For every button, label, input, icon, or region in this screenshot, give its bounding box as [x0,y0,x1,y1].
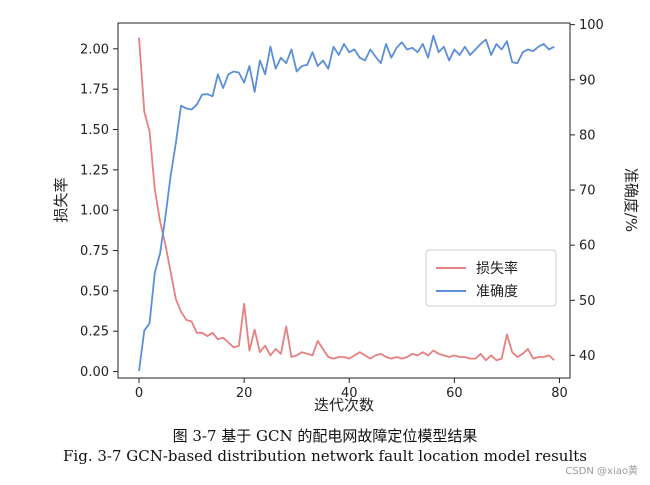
legend-label-loss: 损失率 [476,260,518,277]
y-left-tick-label: 1.25 [80,163,109,178]
series-line-accuracy [138,34,555,371]
legend: 损失率 准确度 [425,249,557,307]
y-axis-left-title: 损失率 [52,177,70,222]
plot-frame [117,22,571,379]
y-right-tick-label: 50 [579,294,596,309]
y-left-tick-label: 0.00 [80,365,109,380]
x-axis-title: 迭代次数 [314,396,374,414]
y-left-tick-label: 1.50 [80,123,109,138]
legend-label-accuracy: 准确度 [476,284,518,300]
y-axis-right-title: 准确度/% [622,168,640,232]
y-left-tick-label: 0.25 [80,325,109,340]
y-left-tick-label: 0.50 [80,284,109,299]
y-right-tick-label: 80 [579,128,596,143]
y-left-tick-label: 0.75 [80,244,109,259]
y-right-tick-label: 100 [579,18,604,33]
figure-caption-chinese: 图 3-7 基于 GCN 的配电网故障定位模型结果 [172,427,478,445]
x-tick-label: 80 [551,386,568,401]
x-tick-label: 60 [446,386,463,401]
y-right-tick-label: 90 [579,73,596,88]
chart-figure: 0 20 40 60 80 0.00 0.25 0.50 0.75 1.00 1.25 1.50 1.… [52,18,640,414]
y-left-tick-label: 1.75 [80,83,109,98]
watermark: CSDN @xiao黄 [565,466,638,477]
figure-caption-english: Fig. 3-7 GCN-based distribution network … [63,447,587,465]
y-right-tick-label: 40 [579,349,596,364]
y-right-tick-label: 70 [579,184,596,199]
x-tick-label: 40 [341,386,358,401]
x-tick-label: 20 [236,386,253,401]
y-left-tick-label: 2.00 [80,42,109,57]
y-left-tick-label: 1.00 [80,204,109,219]
series-line-loss [138,37,555,362]
x-tick-label: 0 [135,386,143,401]
y-right-tick-label: 60 [579,239,596,254]
